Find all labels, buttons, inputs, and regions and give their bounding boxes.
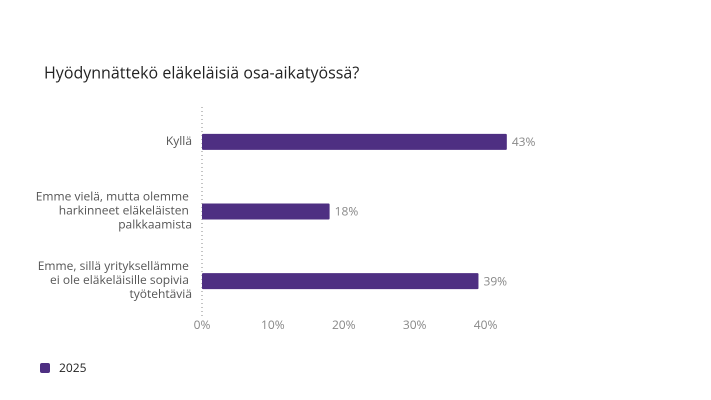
chart-title: Hyödynnättekö eläkeläisiä osa-aikatyössä… — [44, 61, 359, 83]
x-tick-label: 10% — [261, 316, 285, 333]
bar — [202, 273, 479, 290]
x-tick-label: 0% — [194, 316, 211, 333]
x-tick-label: 30% — [403, 316, 427, 333]
x-tick-label: 20% — [332, 316, 356, 333]
value-label: 18% — [335, 203, 359, 220]
y-tick-label: Emme, sillä yrityksellämme ei ole eläkel… — [38, 257, 192, 302]
legend-swatch — [40, 363, 50, 373]
legend-label: 2025 — [59, 359, 87, 376]
value-label: 39% — [483, 272, 507, 289]
y-tick-label: Emme vielä, mutta olemme harkinneet eläk… — [36, 188, 192, 233]
value-label: 43% — [512, 133, 536, 150]
y-tick-label: Kyllä — [166, 132, 192, 149]
bar — [202, 203, 330, 220]
bar — [202, 133, 507, 150]
x-tick-label: 40% — [474, 316, 498, 333]
